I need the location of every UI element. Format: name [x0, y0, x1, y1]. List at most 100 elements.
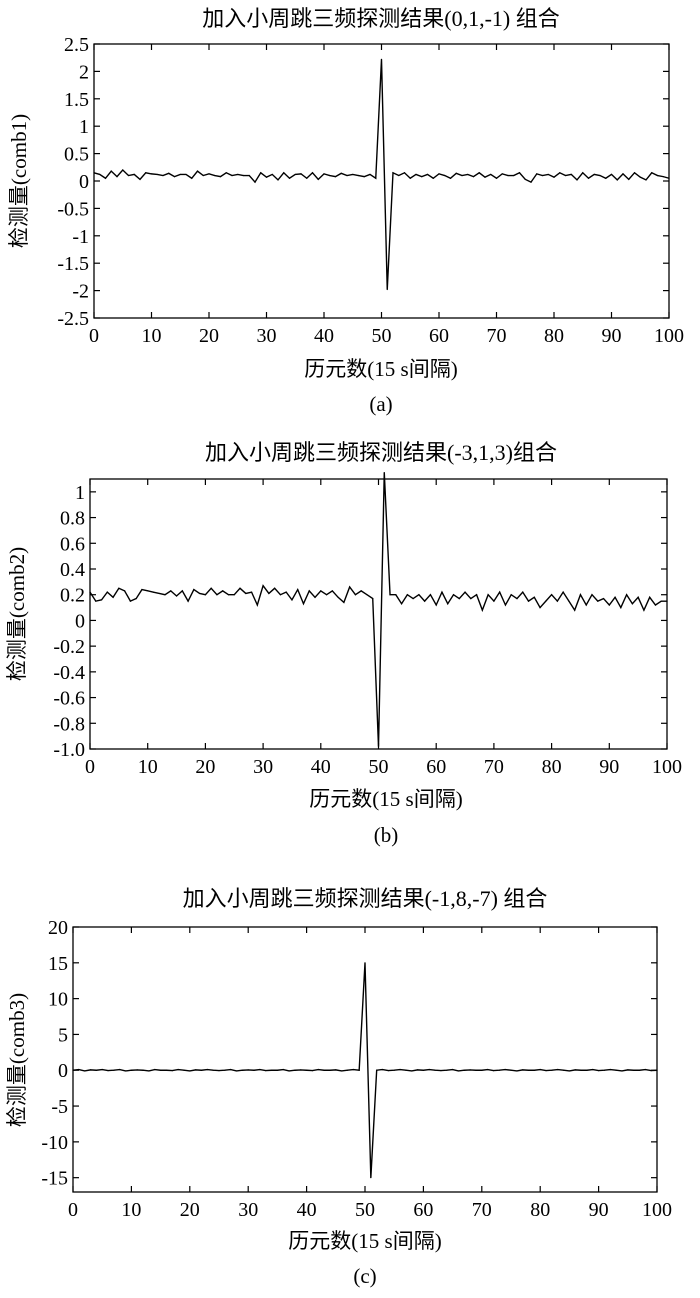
- data-point: [369, 173, 371, 176]
- x-tick: 90: [602, 44, 622, 347]
- data-point: [576, 179, 578, 181]
- x-tick-label: 80: [544, 325, 564, 347]
- y-tick: -0.8: [53, 713, 667, 735]
- data-point: [119, 1068, 121, 1071]
- data-point: [553, 176, 555, 178]
- y-tick: -0.2: [53, 636, 667, 658]
- data-point: [463, 1069, 465, 1071]
- x-tick: 70: [487, 44, 507, 347]
- data-point: [202, 174, 204, 177]
- data-point: [493, 600, 495, 602]
- data-point: [241, 1069, 243, 1071]
- data-point: [124, 590, 126, 592]
- data-point: [651, 172, 653, 174]
- x-axis-label: 历元数(15 s间隔): [309, 787, 462, 811]
- data-point: [147, 590, 149, 592]
- x-tick: 30: [238, 927, 258, 1221]
- data-point: [556, 600, 558, 602]
- data-point: [210, 587, 212, 589]
- data-point: [490, 173, 492, 176]
- x-tick: 40: [314, 44, 334, 347]
- data-point: [610, 173, 613, 176]
- data-point: [230, 1068, 232, 1071]
- data-point: [622, 173, 624, 175]
- y-tick: -10: [41, 1132, 657, 1154]
- x-tick: 100: [642, 927, 672, 1221]
- data-point: [331, 590, 333, 592]
- data-point: [294, 1069, 296, 1071]
- y-tick-label: 15: [48, 953, 68, 975]
- data-point: [487, 1068, 489, 1071]
- data-point: [650, 1070, 652, 1072]
- data-point: [475, 1069, 477, 1071]
- data-point: [300, 173, 302, 175]
- x-tick-label: 0: [89, 325, 99, 347]
- data-point: [587, 177, 590, 179]
- x-tick: 30: [253, 479, 273, 778]
- y-tick-label: 0.4: [60, 559, 85, 581]
- data-point: [608, 604, 610, 606]
- data-point: [631, 603, 633, 605]
- y-tick-label: -1.5: [57, 253, 89, 275]
- y-axis-label: 检测量(comb1): [7, 114, 31, 248]
- data-point: [107, 1070, 109, 1072]
- data-point: [399, 1068, 401, 1071]
- x-tick: 90: [599, 479, 619, 778]
- y-tick: 0: [75, 610, 667, 632]
- x-tick: 60: [426, 479, 446, 778]
- panel-caption: (b): [374, 823, 399, 847]
- data-point: [218, 1070, 220, 1072]
- data-point: [639, 176, 641, 178]
- data-point: [570, 173, 572, 176]
- data-point: [395, 594, 397, 596]
- data-point: [227, 594, 230, 596]
- data-point: [208, 173, 210, 175]
- data-point: [204, 594, 206, 596]
- x-tick-label: 70: [487, 325, 507, 347]
- y-tick-label: 1: [79, 116, 89, 138]
- y-tick-label: 0: [79, 171, 89, 193]
- data-point: [586, 1069, 588, 1071]
- x-tick: 50: [372, 44, 392, 347]
- y-tick-label: 1.5: [64, 89, 89, 111]
- x-axis-label: 历元数(15 s间隔): [304, 357, 457, 381]
- data-point: [135, 597, 137, 600]
- data-point: [145, 172, 147, 174]
- data-point: [106, 591, 108, 593]
- data-point: [352, 1068, 354, 1071]
- x-tick: 40: [297, 927, 317, 1221]
- data-point: [285, 591, 287, 593]
- data-point: [628, 178, 630, 180]
- x-tick: 40: [311, 479, 331, 778]
- data-point: [383, 471, 385, 474]
- data-point: [516, 597, 518, 600]
- data-point: [279, 594, 282, 596]
- x-tick: 100: [652, 479, 682, 778]
- data-point: [424, 600, 426, 602]
- x-tick: 20: [199, 44, 219, 347]
- data-point: [260, 172, 262, 174]
- data-point: [616, 179, 618, 181]
- data-point: [253, 1069, 255, 1071]
- data-point: [592, 1068, 594, 1071]
- data-points: [89, 471, 668, 748]
- data-point: [389, 594, 391, 596]
- data-point: [341, 1070, 343, 1072]
- x-tick: 10: [121, 927, 141, 1221]
- x-tick: 70: [484, 479, 504, 778]
- y-tick: -1: [72, 226, 669, 248]
- x-tick-label: 50: [355, 1199, 375, 1221]
- data-point: [660, 600, 662, 602]
- data-point: [643, 609, 645, 611]
- x-axis-ticks: 0 10 20 30 40 50 60 70 80 90 100: [89, 44, 684, 347]
- data-point: [95, 1069, 97, 1071]
- x-tick-label: 80: [542, 756, 562, 778]
- data-point: [84, 1070, 86, 1072]
- data-point: [256, 604, 258, 606]
- data-point: [421, 176, 423, 178]
- data-point: [306, 177, 308, 179]
- data-point: [376, 1069, 378, 1071]
- data-point: [185, 173, 187, 176]
- data-point: [93, 172, 95, 174]
- y-axis-label: 检测量(comb3): [5, 993, 29, 1127]
